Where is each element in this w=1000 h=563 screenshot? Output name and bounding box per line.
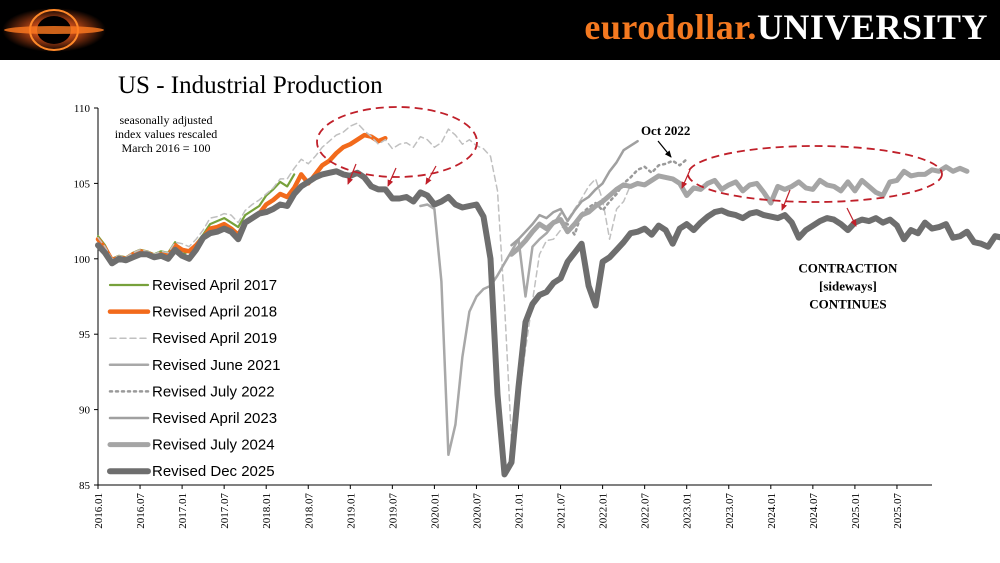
x-tick-label: 2017.01 (177, 493, 189, 529)
annotation-1: CONTRACTION (798, 260, 898, 275)
y-tick-label: 100 (74, 254, 91, 266)
x-tick-label: 2025.01 (850, 493, 862, 529)
annotation-3: CONTINUES (809, 297, 886, 312)
x-tick-label: 2016.01 (93, 493, 105, 529)
y-tick-label: 95 (79, 329, 91, 341)
y-tick-label: 90 (79, 405, 91, 417)
axes (94, 107, 932, 489)
annotation-0: Oct 2022 (641, 123, 690, 138)
x-tick-label: 2017.07 (219, 493, 231, 529)
tick-labels: 85 90 95 100 105 110 2016.01 2016.07 2017.01 2017… (74, 103, 904, 529)
y-tick-label: 110 (74, 103, 91, 115)
x-tick-label: 2021.07 (556, 493, 568, 529)
red-arrow-0 (347, 163, 357, 185)
legend-label-2: Revised April 2019 (152, 330, 277, 347)
x-tick-label: 2020.07 (471, 493, 483, 529)
legend-label-5: Revised April 2023 (152, 410, 277, 427)
chart-title: US - Industrial Production (118, 72, 383, 99)
red-arrow-1 (387, 167, 397, 187)
oct-2022-arrow (657, 140, 672, 158)
highlight-ellipse-2019 (316, 106, 478, 178)
red-arrow-4 (781, 189, 791, 211)
annotation-marks (316, 106, 943, 227)
x-tick-label: 2018.01 (261, 493, 273, 529)
highlight-ellipse-2023 (687, 145, 943, 203)
red-arrow-3 (681, 169, 691, 189)
x-tick-label: 2024.01 (766, 493, 778, 529)
header-banner: eurodollar.UNIVERSITY (0, 0, 1000, 60)
black-hole-logo-icon (2, 8, 106, 52)
x-tick-label: 2018.07 (303, 493, 315, 529)
y-tick-label: 85 (79, 480, 91, 492)
x-tick-label: 2016.07 (135, 493, 147, 529)
note-line-2: March 2016 = 100 (121, 141, 210, 155)
x-tick-label: 2022.01 (598, 493, 610, 529)
legend-label-3: Revised June 2021 (152, 357, 280, 374)
annotation-2: [sideways] (819, 278, 877, 293)
x-tick-label: 2022.07 (640, 493, 652, 529)
note-line-1: index values rescaled (115, 127, 218, 141)
x-tick-label: 2019.07 (387, 493, 399, 529)
legend: Revised April 2017 Revised April 2018 Revi… (107, 277, 280, 480)
legend-label-1: Revised April 2018 (152, 304, 277, 321)
series-line-6 (509, 164, 970, 257)
series-line-2 (97, 122, 632, 441)
x-tick-label: 2020.01 (429, 493, 441, 529)
note-line-0: seasonally adjusted (120, 113, 213, 127)
x-tick-label: 2024.07 (808, 493, 820, 529)
series-lines (95, 122, 1000, 478)
legend-label-7: Revised Dec 2025 (152, 463, 275, 480)
legend-label-6: Revised July 2024 (152, 437, 275, 454)
legend-label-4: Revised July 2022 (152, 383, 275, 400)
brand-part-2: UNIVERSITY (756, 7, 988, 47)
series-line-7 (95, 168, 1000, 478)
y-tick-label: 105 (74, 178, 91, 190)
brand-title: eurodollar.UNIVERSITY (584, 6, 988, 48)
red-arrow-2 (425, 165, 437, 185)
brand-part-1: eurodollar. (584, 7, 757, 47)
series-line-5 (510, 139, 639, 247)
x-tick-label: 2019.01 (345, 493, 357, 529)
x-tick-label: 2021.01 (514, 493, 526, 529)
x-tick-label: 2023.01 (682, 493, 694, 529)
x-tick-label: 2023.07 (724, 493, 736, 529)
legend-label-0: Revised April 2017 (152, 277, 277, 294)
red-arrow-5 (846, 207, 857, 227)
x-tick-label: 2025.07 (892, 493, 904, 529)
series-line-4 (559, 158, 688, 236)
